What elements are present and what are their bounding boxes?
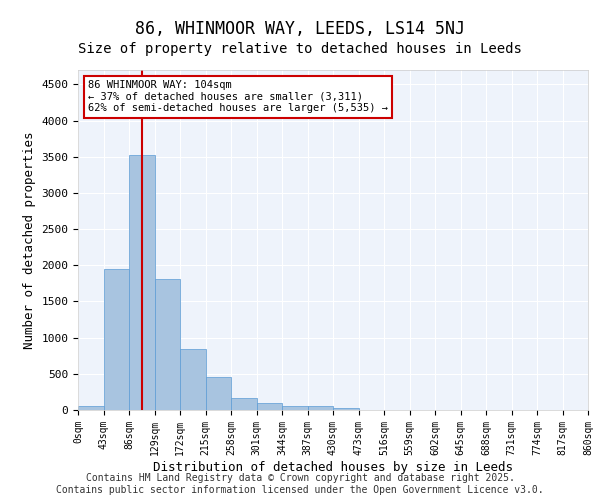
Bar [205, 378, 231, 410]
Text: 86 WHINMOOR WAY: 104sqm
← 37% of detached houses are smaller (3,311)
62% of semi: 86 WHINMOOR WAY: 104sqm ← 37% of detache… [88, 80, 388, 114]
Bar [333, 408, 359, 410]
Bar [155, 279, 180, 410]
Bar [308, 406, 333, 410]
Bar [78, 406, 104, 410]
Text: Size of property relative to detached houses in Leeds: Size of property relative to detached ho… [78, 42, 522, 56]
Bar [282, 406, 308, 410]
Bar [257, 403, 282, 410]
Bar [180, 348, 205, 410]
Bar [129, 156, 155, 410]
Bar [104, 269, 129, 410]
Text: 86, WHINMOOR WAY, LEEDS, LS14 5NJ: 86, WHINMOOR WAY, LEEDS, LS14 5NJ [135, 20, 465, 38]
X-axis label: Distribution of detached houses by size in Leeds: Distribution of detached houses by size … [153, 460, 513, 473]
Text: Contains HM Land Registry data © Crown copyright and database right 2025.
Contai: Contains HM Land Registry data © Crown c… [56, 474, 544, 495]
Y-axis label: Number of detached properties: Number of detached properties [23, 131, 36, 349]
Bar [231, 398, 257, 410]
